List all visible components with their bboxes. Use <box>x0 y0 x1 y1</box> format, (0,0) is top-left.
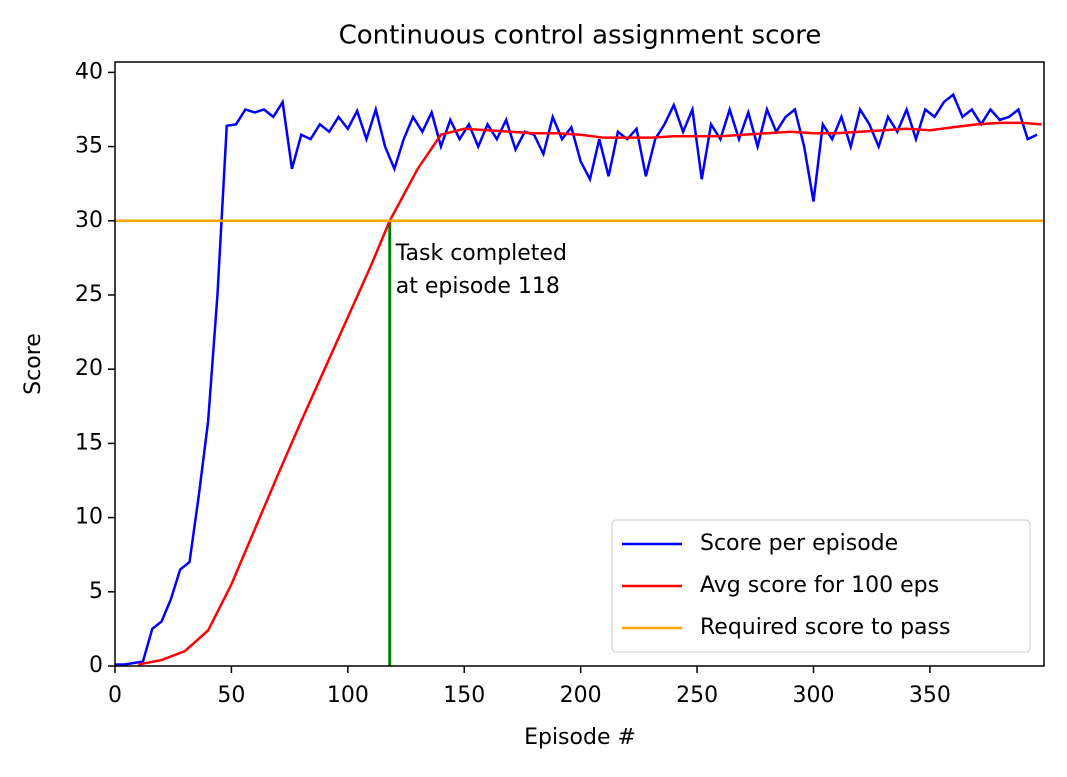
annotation: Task completed <box>395 241 567 266</box>
x-tick-label: 200 <box>560 683 602 708</box>
y-tick-label: 0 <box>89 653 103 678</box>
y-tick-label: 10 <box>75 505 103 530</box>
x-tick-label: 250 <box>676 683 718 708</box>
plot-frame <box>114 61 1045 667</box>
legend-label: Score per episode <box>700 531 898 556</box>
y-tick-label: 40 <box>75 59 103 84</box>
y-tick-label: 25 <box>75 282 103 307</box>
y-axis-label: Score <box>21 333 46 395</box>
series-line <box>115 92 1038 666</box>
y-tick-label: 35 <box>75 134 103 159</box>
y-tick-label: 30 <box>75 208 103 233</box>
series-line <box>138 121 1042 666</box>
annotation: at episode 118 <box>396 274 560 299</box>
y-tick-label: 20 <box>75 356 103 381</box>
legend-label: Avg score for 100 eps <box>700 573 939 598</box>
x-axis-label: Episode # <box>524 725 636 750</box>
y-tick-label: 5 <box>89 579 103 604</box>
y-tick-label: 15 <box>75 430 103 455</box>
x-tick-label: 300 <box>792 683 834 708</box>
x-tick-label: 50 <box>217 683 245 708</box>
legend-label: Required score to pass <box>700 615 950 640</box>
x-tick-label: 350 <box>909 683 951 708</box>
x-tick-label: 100 <box>327 683 369 708</box>
legend-box <box>611 519 1031 653</box>
chart-title: Continuous control assignment score <box>339 21 822 51</box>
x-tick-label: 150 <box>443 683 485 708</box>
x-tick-label: 0 <box>108 683 122 708</box>
